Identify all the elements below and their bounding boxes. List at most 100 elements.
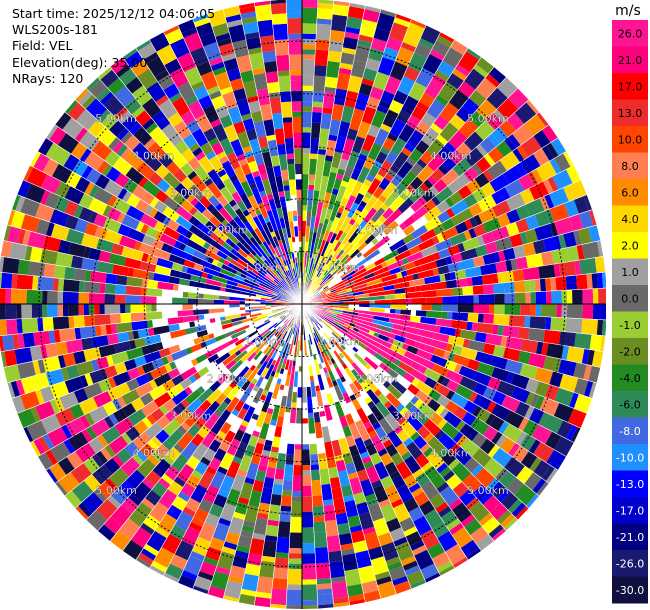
velocity-gate — [314, 174, 323, 191]
velocity-gate — [196, 385, 206, 395]
velocity-gate — [377, 282, 384, 288]
velocity-gate — [321, 483, 333, 501]
velocity-gate — [355, 501, 370, 515]
velocity-gate — [308, 179, 315, 186]
velocity-gate — [397, 394, 411, 407]
velocity-gate — [356, 349, 367, 360]
velocity-gate — [326, 535, 341, 553]
velocity-gate — [203, 304, 219, 310]
velocity-gate — [362, 245, 378, 259]
ray-gap — [301, 303, 441, 576]
velocity-gate — [315, 292, 326, 298]
velocity-gate — [400, 555, 417, 567]
velocity-gate — [164, 408, 179, 423]
velocity-gate — [217, 373, 229, 385]
velocity-gate — [83, 474, 102, 492]
velocity-gate — [274, 264, 285, 279]
velocity-gate — [120, 457, 141, 477]
velocity-gate — [556, 304, 562, 318]
velocity-gate — [302, 376, 307, 388]
velocity-gate — [429, 412, 444, 426]
velocity-gate — [211, 275, 228, 284]
velocity-gate — [7, 382, 16, 399]
velocity-gate — [256, 312, 273, 319]
ray-gap — [109, 303, 303, 542]
velocity-gate — [52, 277, 59, 292]
velocity-gate — [263, 476, 275, 489]
velocity-gate — [302, 387, 308, 403]
velocity-gate — [452, 481, 469, 498]
velocity-gate — [289, 532, 302, 549]
velocity-gate — [238, 340, 254, 354]
velocity-gate — [525, 253, 544, 269]
velocity-gate — [144, 421, 163, 440]
velocity-gate — [403, 474, 419, 489]
velocity-gate — [326, 376, 334, 389]
velocity-gate — [161, 310, 178, 319]
velocity-gate — [263, 412, 273, 425]
velocity-gate — [311, 111, 323, 123]
velocity-gate — [317, 274, 325, 284]
velocity-gate — [190, 255, 203, 265]
ray-gap — [301, 0, 335, 305]
velocity-gate — [380, 541, 399, 562]
velocity-gate — [125, 304, 131, 314]
velocity-gate — [405, 401, 415, 411]
velocity-gate — [44, 191, 60, 209]
velocity-gate — [543, 329, 561, 345]
velocity-gate — [242, 520, 256, 528]
velocity-gate — [49, 462, 67, 482]
velocity-gate — [272, 291, 279, 295]
ray-gap — [3, 240, 303, 305]
velocity-gate — [309, 153, 318, 160]
velocity-gate — [424, 572, 441, 583]
velocity-gate — [398, 123, 416, 143]
velocity-gate — [320, 112, 333, 130]
velocity-gate — [296, 267, 300, 279]
velocity-gate — [334, 401, 345, 418]
velocity-gate — [289, 333, 294, 345]
ray-gap — [149, 303, 303, 569]
velocity-gate — [158, 489, 178, 509]
velocity-gate — [371, 223, 387, 238]
velocity-gate — [78, 304, 84, 316]
velocity-gate — [240, 273, 247, 279]
velocity-gate — [285, 454, 295, 465]
velocity-gate — [337, 168, 346, 176]
velocity-gate — [416, 158, 428, 169]
velocity-gate — [225, 396, 240, 413]
velocity-gate — [142, 179, 161, 197]
velocity-gate — [225, 488, 241, 507]
velocity-gate — [357, 166, 371, 184]
velocity-gate — [331, 581, 349, 599]
velocity-gate — [101, 163, 113, 177]
velocity-gate — [310, 344, 316, 355]
velocity-gate — [310, 310, 323, 321]
velocity-gate — [294, 236, 300, 253]
velocity-gate — [457, 81, 476, 98]
velocity-gate — [367, 177, 382, 195]
velocity-gate — [343, 323, 355, 330]
velocity-gate — [327, 298, 339, 302]
velocity-gate — [229, 565, 246, 579]
velocity-gate — [181, 236, 190, 245]
velocity-gate — [500, 513, 516, 529]
velocity-gate — [205, 150, 217, 161]
velocity-gate — [420, 283, 432, 292]
velocity-gate — [162, 379, 176, 392]
velocity-gate — [545, 316, 552, 331]
velocity-gate — [108, 435, 129, 455]
velocity-gate — [236, 469, 248, 478]
velocity-gate — [464, 518, 482, 536]
velocity-gate — [277, 70, 290, 77]
colorbar-swatch — [612, 126, 648, 153]
velocity-gate — [128, 493, 142, 507]
velocity-gate — [234, 550, 249, 559]
velocity-gate — [598, 288, 606, 304]
velocity-gate — [326, 329, 332, 335]
velocity-gate — [328, 134, 338, 142]
velocity-gate — [421, 461, 433, 473]
velocity-gate — [436, 560, 453, 573]
velocity-gate — [410, 431, 421, 442]
velocity-gate — [206, 388, 222, 405]
